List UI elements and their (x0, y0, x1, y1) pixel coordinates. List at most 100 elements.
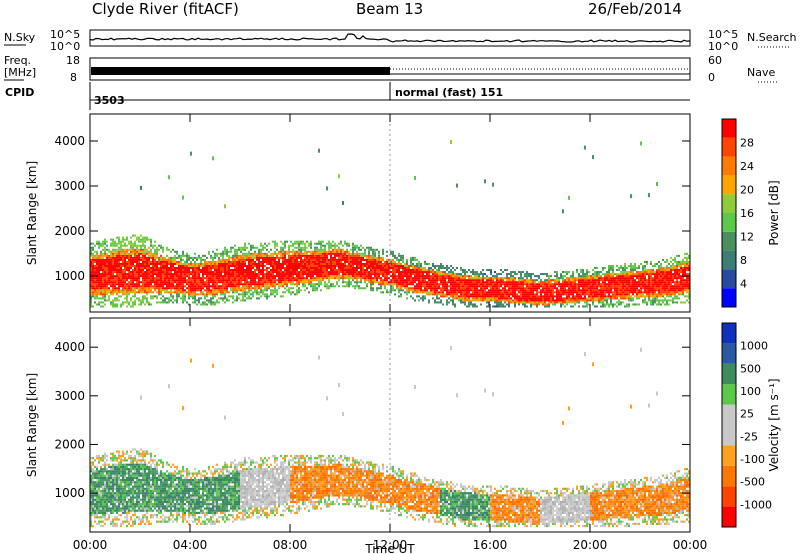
velocity-cell (200, 478, 202, 482)
velocity-cell (168, 496, 170, 499)
power-cell (92, 246, 94, 249)
velocity-cell (170, 509, 172, 512)
velocity-cell (298, 476, 300, 479)
power-cell (244, 254, 246, 257)
velocity-cell (158, 489, 160, 493)
velocity-cell (270, 494, 272, 497)
velocity-cell (174, 474, 176, 477)
power-cell (120, 262, 122, 265)
power-cell (272, 254, 274, 257)
velocity-cell (238, 474, 240, 477)
power-cell (182, 301, 184, 304)
velocity-cell (162, 463, 164, 466)
power-cell (124, 256, 126, 259)
power-cell (168, 273, 170, 276)
power-cell (270, 248, 272, 251)
velocity-cell (242, 516, 244, 519)
power-cell (130, 256, 132, 259)
power-cell (276, 279, 278, 282)
velocity-cell (196, 485, 198, 488)
velocity-cell (110, 511, 112, 515)
power-cell (294, 252, 296, 255)
velocity-cell (118, 496, 120, 499)
velocity-cell (206, 494, 208, 497)
power-cell (108, 287, 110, 290)
power-cell (202, 303, 204, 306)
power-cell (240, 248, 242, 251)
velocity-cell (124, 459, 126, 462)
power-cell (138, 287, 140, 290)
velocity-cell (298, 457, 300, 460)
power-cell (230, 271, 232, 274)
velocity-cell (132, 474, 134, 477)
power-cell (212, 258, 214, 261)
power-cell (180, 275, 182, 278)
power-cell (178, 262, 180, 265)
power-cell (168, 301, 170, 304)
power-cell (134, 273, 136, 276)
power-cell (90, 281, 92, 284)
velocity-cell (128, 520, 130, 523)
velocity-cell (210, 492, 212, 495)
power-cell (168, 299, 170, 302)
velocity-cell (220, 470, 222, 473)
velocity-cell (140, 461, 142, 464)
power-cell (224, 291, 226, 294)
velocity-cell (270, 498, 272, 501)
power-cell (256, 289, 258, 292)
power-cell (154, 244, 156, 247)
velocity-cell (154, 481, 156, 484)
velocity-cell (206, 507, 208, 510)
power-cell (236, 271, 238, 274)
velocity-cell (220, 489, 222, 493)
velocity-cell (130, 518, 132, 521)
power-cell (298, 240, 300, 243)
velocity-cell (154, 487, 156, 490)
velocity-cell (104, 468, 106, 471)
power-cell (272, 256, 274, 259)
velocity-cell (296, 485, 298, 488)
velocity-cell (264, 489, 266, 493)
power-cell (176, 267, 178, 270)
velocity-cell (234, 459, 236, 462)
velocity-cell (242, 463, 244, 466)
velocity-cell (212, 494, 214, 497)
power-cell (124, 287, 126, 290)
power-cell (272, 285, 274, 288)
velocity-cell (130, 496, 132, 499)
velocity-cell (164, 509, 166, 512)
velocity-cell (282, 470, 284, 473)
velocity-cell (90, 474, 92, 477)
velocity-cell (126, 520, 128, 523)
power-cell (212, 295, 214, 298)
power-cell (120, 283, 122, 286)
velocity-cell (170, 483, 172, 486)
power-cell (154, 285, 156, 288)
velocity-cell (96, 468, 98, 471)
velocity-cell (130, 487, 132, 490)
power-cell (252, 281, 254, 284)
power-cell (172, 279, 174, 282)
velocity-cell (110, 522, 112, 525)
power-cell (102, 293, 104, 296)
velocity-cell (224, 507, 226, 510)
power-cell (212, 287, 214, 290)
power-cell (296, 271, 298, 274)
power-cell (204, 285, 206, 288)
velocity-cell (178, 507, 180, 510)
power-cell (228, 254, 230, 257)
power-cell (296, 291, 298, 294)
power-cell (126, 262, 128, 265)
velocity-cell (236, 472, 238, 475)
velocity-cell (210, 516, 212, 519)
power-cell (122, 240, 124, 243)
power-cell (168, 277, 170, 280)
power-cell (224, 204, 226, 209)
velocity-cell (186, 472, 188, 475)
velocity-cell (272, 494, 274, 497)
power-cell (192, 275, 194, 278)
power-cell (232, 271, 234, 274)
power-cell (106, 269, 108, 272)
power-cell (194, 293, 196, 296)
power-cell (296, 250, 298, 253)
